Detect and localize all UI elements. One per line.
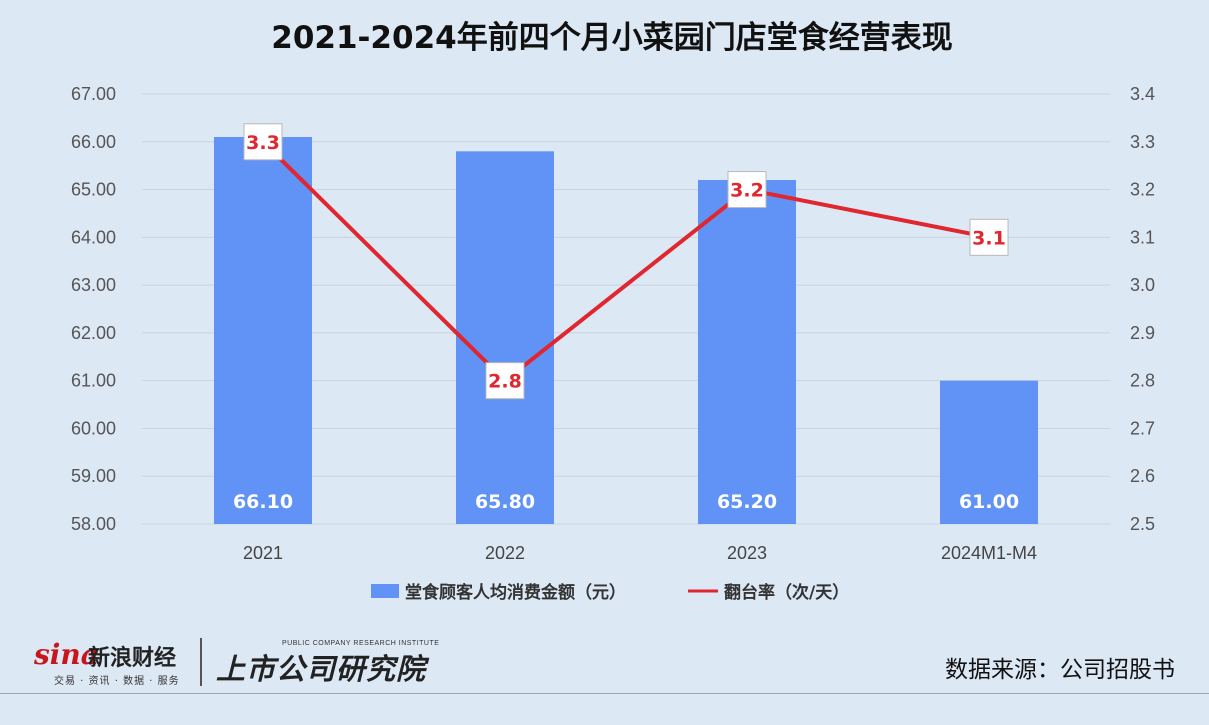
rate-line [261, 140, 990, 383]
bottom-rule [0, 693, 1209, 694]
legend-bar-swatch [371, 584, 399, 598]
bar [214, 137, 312, 524]
bar-series: 66.10 65.80 65.20 61.00 [214, 137, 1038, 525]
left-tick-label: 58.00 [71, 514, 116, 534]
bar-value-label: 61.00 [959, 491, 1019, 513]
rate-value-label: 3.1 [972, 227, 1006, 249]
right-tick-label: 2.7 [1130, 418, 1155, 438]
right-tick-label: 2.5 [1130, 514, 1155, 534]
institute-chinese-name: 上市公司研究院 [216, 652, 427, 686]
rate-label-box [485, 362, 525, 400]
rate-line-series: 3.3 2.8 3.2 3.1 [243, 123, 1009, 400]
logo-divider [200, 638, 202, 686]
right-tick-label: 2.8 [1130, 371, 1155, 391]
rate-label-box [969, 218, 1009, 256]
left-tick-label: 59.00 [71, 466, 116, 486]
left-tick-label: 62.00 [71, 323, 116, 343]
left-tick-label: 67.00 [71, 84, 116, 104]
legend-line-label: 翻台率（次/天） [724, 582, 849, 603]
left-axis-ticks: 58.00 59.00 60.00 61.00 62.00 63.00 64.00 65.00… [71, 84, 116, 534]
sina-finance-logo: sina 新浪财经 交易 · 资讯 · 数据 · 服务 [34, 638, 194, 690]
bar-value-label: 65.20 [717, 491, 777, 513]
right-tick-label: 3.0 [1130, 275, 1155, 295]
legend: 堂食顾客人均消费金额（元） 翻台率（次/天） [371, 582, 849, 603]
right-tick-label: 2.9 [1130, 323, 1155, 343]
right-tick-label: 3.2 [1130, 180, 1155, 200]
bar [940, 380, 1038, 524]
bar-value-label: 66.10 [233, 491, 293, 513]
left-tick-label: 66.00 [71, 132, 116, 152]
chart-title: 2021-2024年前四个月小菜园门店堂食经营表现 [271, 20, 952, 56]
left-tick-label: 65.00 [71, 180, 116, 200]
category-axis: 2021 2022 2023 2024M1-M4 [243, 543, 1037, 563]
left-tick-label: 63.00 [71, 275, 116, 295]
sina-finance-name: 新浪财经 [88, 646, 177, 671]
bar [456, 151, 554, 525]
sina-tagline: 交易 · 资讯 · 数据 · 服务 [54, 676, 180, 687]
category-label: 2023 [727, 543, 767, 563]
right-tick-label: 3.3 [1130, 132, 1155, 152]
institute-english-name: PUBLIC COMPANY RESEARCH INSTITUTE [282, 640, 440, 647]
category-label: 2021 [243, 543, 283, 563]
sina-wordmark: sina [34, 638, 99, 671]
rate-value-label: 2.8 [488, 371, 522, 393]
chart: 2021-2024年前四个月小菜园门店堂食经营表现 58.00 59.00 60.0… [71, 20, 1155, 603]
rate-label-box [727, 171, 767, 209]
rate-value-label: 3.3 [246, 132, 280, 154]
left-tick-label: 61.00 [71, 371, 116, 391]
category-label: 2022 [485, 543, 525, 563]
footer: sina 新浪财经 交易 · 资讯 · 数据 · 服务 PUBLIC COMPA… [0, 630, 1209, 694]
right-tick-label: 2.6 [1130, 466, 1155, 486]
right-tick-label: 3.4 [1130, 84, 1155, 104]
left-tick-label: 60.00 [71, 418, 116, 438]
right-axis-ticks: 2.5 2.6 2.7 2.8 2.9 3.0 3.1 3.2 3.3 3.4 [1130, 84, 1155, 534]
bar [698, 180, 796, 524]
right-tick-label: 3.1 [1130, 227, 1155, 247]
data-source: 数据来源：公司招股书 [945, 657, 1175, 683]
bar-value-label: 65.80 [475, 491, 535, 513]
rate-value-label: 3.2 [730, 180, 764, 202]
category-label: 2024M1-M4 [941, 543, 1037, 563]
rate-label-box [243, 123, 283, 161]
left-tick-label: 64.00 [71, 227, 116, 247]
legend-bar-label: 堂食顾客人均消费金额（元） [405, 582, 626, 603]
research-institute-logo: PUBLIC COMPANY RESEARCH INSTITUTE 上市公司研究… [216, 636, 446, 690]
